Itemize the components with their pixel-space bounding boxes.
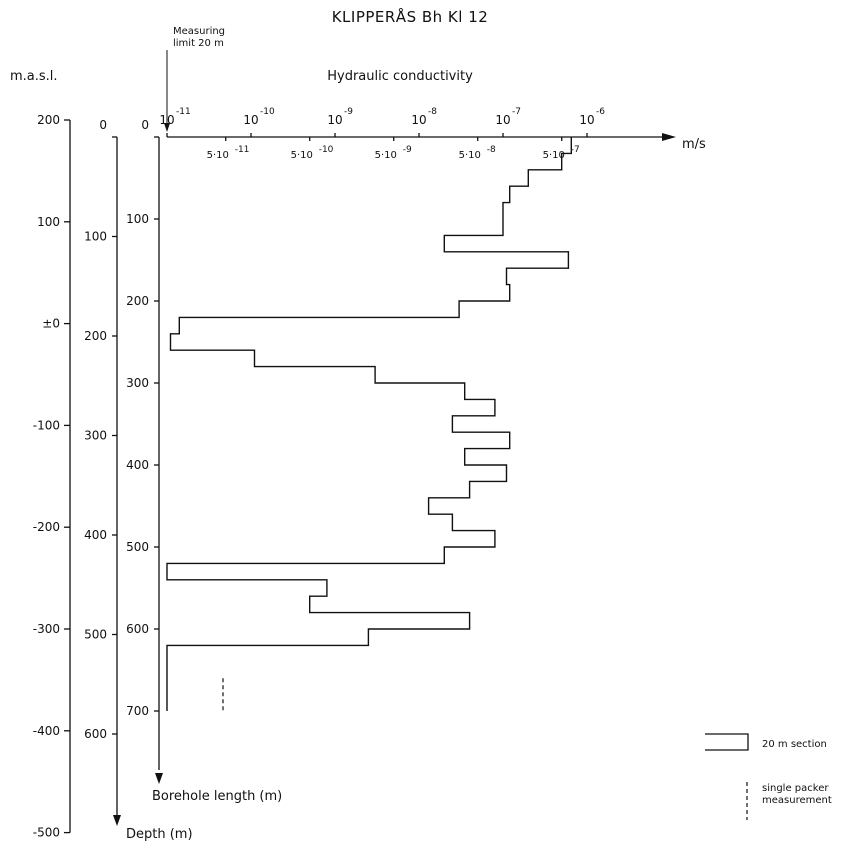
borehole-tick-label: 500: [126, 540, 149, 554]
x-minor-tick-exponent: -10: [319, 145, 334, 155]
masl-tick-label: ±0: [42, 317, 60, 331]
x-unit-label: m/s: [682, 137, 706, 152]
x-major-tick-exponent: -9: [344, 107, 353, 117]
borehole-tick-label: 100: [126, 212, 149, 226]
x-minor-tick-exponent: -11: [235, 145, 250, 155]
legend-section-swatch: [705, 733, 749, 751]
legend-packer-label-line1: single packer: [762, 783, 829, 794]
depth-tick-label: 200: [84, 329, 107, 343]
masl-tick-label: -500: [33, 826, 60, 840]
x-major-tick-label: 10: [327, 113, 342, 127]
masl-tick-label: 100: [37, 215, 60, 229]
measuring-limit-arrow: [164, 123, 170, 132]
depth-tick-label: 300: [84, 429, 107, 443]
x-axis-title: Hydraulic conductivity: [327, 69, 473, 84]
legend-packer-label-line2: measurement: [762, 795, 832, 806]
masl-tick-label: -200: [33, 520, 60, 534]
chart-title: KLIPPERÅS Bh Kl 12: [332, 7, 489, 26]
borehole-tick-label: 300: [126, 376, 149, 390]
depth-tick-label: 500: [84, 628, 107, 642]
measuring-limit-label-line2: limit 20 m: [173, 38, 224, 49]
depth-axis-arrow: [113, 815, 121, 826]
borehole-tick-label: 400: [126, 458, 149, 472]
x-major-tick-label: 10: [495, 113, 510, 127]
borehole-tick-label: 200: [126, 294, 149, 308]
x-minor-tick-label: 5·10: [291, 150, 313, 161]
legend-section-label: 20 m section: [762, 739, 827, 750]
depth-tick-label: 600: [84, 727, 107, 741]
depth-label: Depth (m): [126, 827, 193, 842]
x-minor-tick-exponent: -8: [487, 145, 496, 155]
borehole-tick-label: 700: [126, 704, 149, 718]
x-major-tick-exponent: -11: [176, 107, 191, 117]
measuring-limit-label-line1: Measuring: [173, 26, 225, 37]
borehole-length-label: Borehole length (m): [152, 789, 282, 804]
x-major-tick-exponent: -8: [428, 107, 437, 117]
masl-tick-label: -400: [33, 724, 60, 738]
borehole-axis-arrow: [155, 773, 163, 784]
borehole-tick-label: 0: [141, 118, 149, 132]
x-minor-tick-exponent: -9: [403, 145, 412, 155]
depth-tick-label: 0: [99, 118, 107, 132]
x-minor-tick-label: 5·10: [459, 150, 481, 161]
masl-axis-label: m.a.s.l.: [10, 69, 58, 84]
masl-tick-label: -100: [33, 418, 60, 432]
depth-tick-label: 400: [84, 528, 107, 542]
x-minor-tick-label: 5·10: [207, 150, 229, 161]
x-axis-arrow: [662, 133, 676, 141]
x-major-tick-label: 10: [243, 113, 258, 127]
x-major-tick-exponent: -7: [512, 107, 521, 117]
x-major-tick-label: 10: [411, 113, 426, 127]
depth-tick-label: 100: [84, 230, 107, 244]
x-minor-tick-label: 5·10: [375, 150, 397, 161]
borehole-tick-label: 600: [126, 622, 149, 636]
x-major-tick-exponent: -10: [260, 107, 275, 117]
conductivity-profile-line: [166, 137, 572, 711]
masl-tick-label: 200: [37, 113, 60, 127]
x-major-tick-exponent: -6: [596, 107, 605, 117]
x-minor-tick-label: 5·10: [543, 150, 565, 161]
x-minor-tick-exponent: -7: [571, 145, 580, 155]
masl-tick-label: -300: [33, 622, 60, 636]
x-major-tick-label: 10: [579, 113, 594, 127]
